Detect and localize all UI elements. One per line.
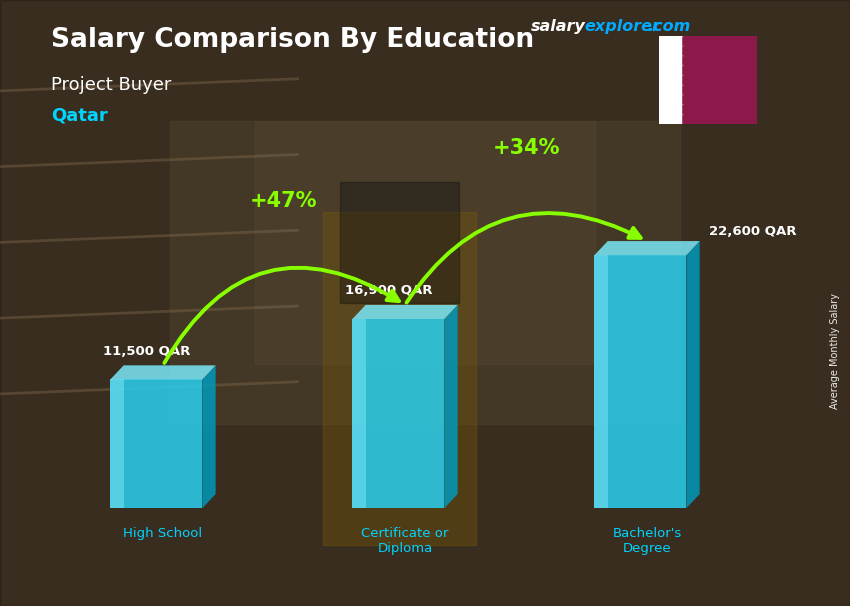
Bar [255, 121, 595, 364]
Text: .com: .com [648, 19, 691, 35]
Polygon shape [683, 75, 692, 85]
Text: +34%: +34% [492, 138, 560, 158]
Text: 16,900 QAR: 16,900 QAR [345, 284, 433, 297]
Polygon shape [202, 494, 216, 508]
Polygon shape [353, 319, 366, 508]
Bar [170, 121, 680, 424]
Bar [340, 182, 459, 303]
Text: Bachelor's
Degree: Bachelor's Degree [612, 527, 682, 555]
Polygon shape [683, 95, 692, 105]
Text: Qatar: Qatar [51, 106, 108, 124]
Polygon shape [445, 305, 457, 508]
Text: High School: High School [123, 527, 202, 540]
Text: +47%: +47% [250, 191, 318, 211]
Polygon shape [683, 36, 692, 46]
Polygon shape [683, 46, 692, 56]
Polygon shape [202, 365, 216, 508]
Polygon shape [445, 494, 457, 508]
Bar [323, 212, 476, 545]
Polygon shape [353, 319, 445, 508]
Text: explorer: explorer [584, 19, 660, 35]
Polygon shape [110, 379, 124, 508]
Text: 22,600 QAR: 22,600 QAR [710, 225, 796, 238]
Polygon shape [686, 241, 700, 508]
Polygon shape [683, 65, 692, 75]
Text: Average Monthly Salary: Average Monthly Salary [830, 293, 840, 410]
Text: Certificate or
Diploma: Certificate or Diploma [361, 527, 449, 555]
Text: Project Buyer: Project Buyer [51, 76, 172, 94]
Polygon shape [110, 379, 202, 508]
Polygon shape [353, 305, 457, 319]
Polygon shape [683, 115, 692, 124]
Polygon shape [683, 85, 692, 95]
Text: Salary Comparison By Education: Salary Comparison By Education [51, 27, 534, 53]
Polygon shape [594, 241, 700, 255]
Polygon shape [110, 365, 216, 379]
Bar [659, 36, 683, 124]
Polygon shape [686, 494, 700, 508]
Polygon shape [594, 255, 609, 508]
Polygon shape [683, 56, 692, 65]
Polygon shape [594, 255, 686, 508]
Polygon shape [683, 105, 692, 115]
Text: salary: salary [531, 19, 586, 35]
Text: 11,500 QAR: 11,500 QAR [103, 345, 190, 358]
